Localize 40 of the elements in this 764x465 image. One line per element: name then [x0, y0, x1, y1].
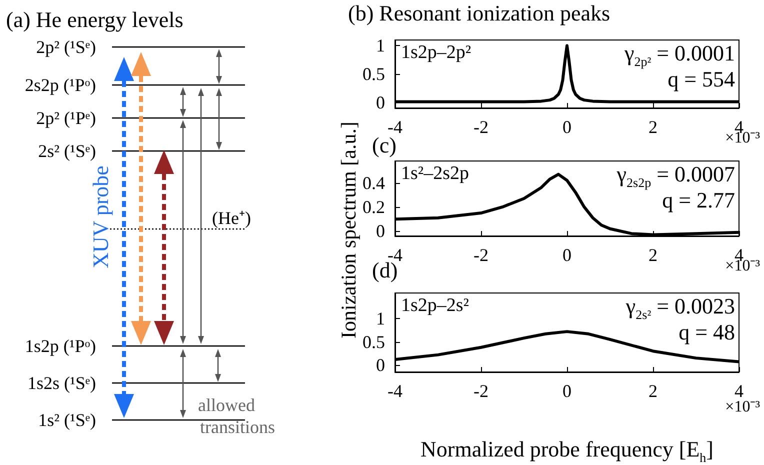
annotation: 1s2p–2s² — [401, 295, 470, 316]
y-tick-label: 0 — [376, 92, 385, 112]
x-tick-label: -2 — [474, 245, 488, 265]
x-tick-label: 0 — [562, 381, 572, 401]
y-tick-label: 1 — [376, 36, 385, 56]
text: (He⁺) — [212, 208, 251, 228]
y-tick-label: 0.5 — [362, 332, 385, 352]
text: XUV probe — [88, 166, 113, 268]
text: allowed transitions — [198, 395, 275, 437]
x-tick-label: -2 — [474, 117, 488, 137]
x-tick-label: 2 — [648, 381, 658, 401]
annotation: q = 48 — [678, 320, 736, 344]
text: 2p² (¹Sᵉ) — [36, 37, 96, 57]
x-tick-label: -4 — [388, 381, 402, 401]
y-tick-label: 0.5 — [362, 64, 385, 84]
x-tick-label: 0 — [562, 117, 572, 137]
annotation: q = 554 — [668, 66, 736, 92]
x-tick-label: 0 — [562, 245, 572, 265]
text: 2p² (¹Pᵉ) — [36, 108, 96, 128]
y-axis-title: Ionization spectrum [a.u.] — [336, 122, 362, 338]
y-tick-label: 0 — [376, 355, 385, 376]
x-tick-label: 4 — [734, 381, 744, 401]
annotation: q = 2.77 — [662, 188, 736, 212]
x-tick-label: 2 — [648, 117, 658, 137]
annotation: 1s2p–2p² — [401, 42, 472, 63]
text: 2s² (¹Sᵉ) — [38, 141, 96, 161]
text: (a) He energy levels — [6, 7, 184, 32]
y-tick-label: 0 — [376, 221, 385, 242]
y-tick-label: 1 — [376, 308, 385, 329]
text: 2s2p (¹Pᵒ) — [24, 75, 96, 95]
text: ×10⁻³ — [725, 398, 760, 416]
text: 1s2p (¹Pᵒ) — [24, 336, 96, 356]
text: 1s² (¹Sᵉ) — [38, 410, 96, 430]
x-tick-label: 2 — [648, 245, 658, 265]
x-tick-label: -2 — [474, 381, 488, 401]
annotation: 1s²–2s2p — [401, 163, 469, 184]
y-tick-label: 0.4 — [362, 172, 385, 193]
y-tick-label: 0.2 — [362, 196, 385, 217]
text: 1s2s (¹Sᵉ) — [27, 373, 96, 393]
chart-title: (b) Resonant ionization peaks — [348, 0, 610, 26]
